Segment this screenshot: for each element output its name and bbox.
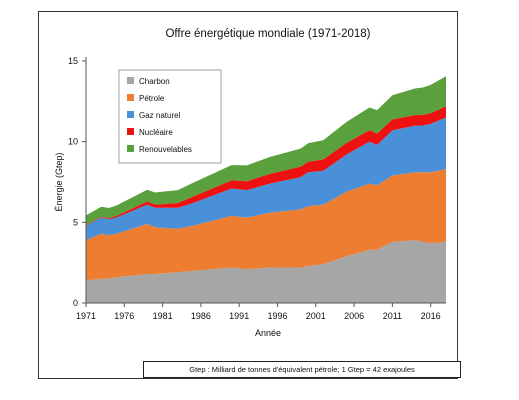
x-tick-label: 2006 xyxy=(344,311,364,321)
area-p-trole xyxy=(86,169,446,281)
y-tick-label: 5 xyxy=(73,217,78,227)
x-tick-label: 1981 xyxy=(153,311,173,321)
y-tick-label: 15 xyxy=(68,56,78,66)
y-tick-label: 10 xyxy=(68,137,78,147)
legend-entry-label: Gaz naturel xyxy=(139,111,181,120)
x-tick-label: 1971 xyxy=(76,311,96,321)
chart-frame: Offre énergétique mondiale (1971-2018) 1… xyxy=(38,11,461,379)
x-tick-label: 1986 xyxy=(191,311,211,321)
x-tick-label: 1976 xyxy=(114,311,134,321)
x-tick-label: 2001 xyxy=(306,311,326,321)
y-tick-label: 0 xyxy=(73,298,78,308)
legend-swatch xyxy=(127,77,134,84)
area-charbon xyxy=(86,240,446,303)
area-gaz-naturel xyxy=(86,117,446,241)
x-tick-label: 2016 xyxy=(421,311,441,321)
x-tick-label: 1991 xyxy=(229,311,249,321)
chart-title: Offre énergétique mondiale (1971-2018) xyxy=(165,28,370,40)
legend-swatch xyxy=(127,128,134,135)
area-renouvelables xyxy=(86,76,446,226)
legend: Charbon Pétrole Gaz naturel Nucléaire Renouv… xyxy=(118,69,222,164)
legend-swatch xyxy=(127,145,134,152)
energy-supply-chart: Offre énergétique mondiale (1971-2018) 1… xyxy=(54,28,446,338)
units-footnote: Gtep : Milliard de tonnes d'équivalent p… xyxy=(143,361,461,378)
area-nucl-aire xyxy=(86,106,446,226)
legend-swatch xyxy=(127,111,134,118)
x-tick-label: 2011 xyxy=(383,311,402,321)
x-axis-label: Année xyxy=(255,328,281,338)
x-tick-label: 1996 xyxy=(267,311,287,321)
legend-box xyxy=(118,69,222,164)
legend-entry-label: Charbon xyxy=(139,77,170,86)
legend-swatch xyxy=(127,94,134,101)
y-axis-label: Énergie (Gtep) xyxy=(54,152,64,211)
stacked-areas xyxy=(86,76,446,303)
axes: 1971 1976 1981 1986 1991 1996 2001 2006 2011 2016… xyxy=(68,56,446,321)
legend-entry-label: Renouvelables xyxy=(139,145,192,154)
legend-entry-label: Nucléaire xyxy=(139,128,173,137)
legend-entry-label: Pétrole xyxy=(139,94,165,103)
